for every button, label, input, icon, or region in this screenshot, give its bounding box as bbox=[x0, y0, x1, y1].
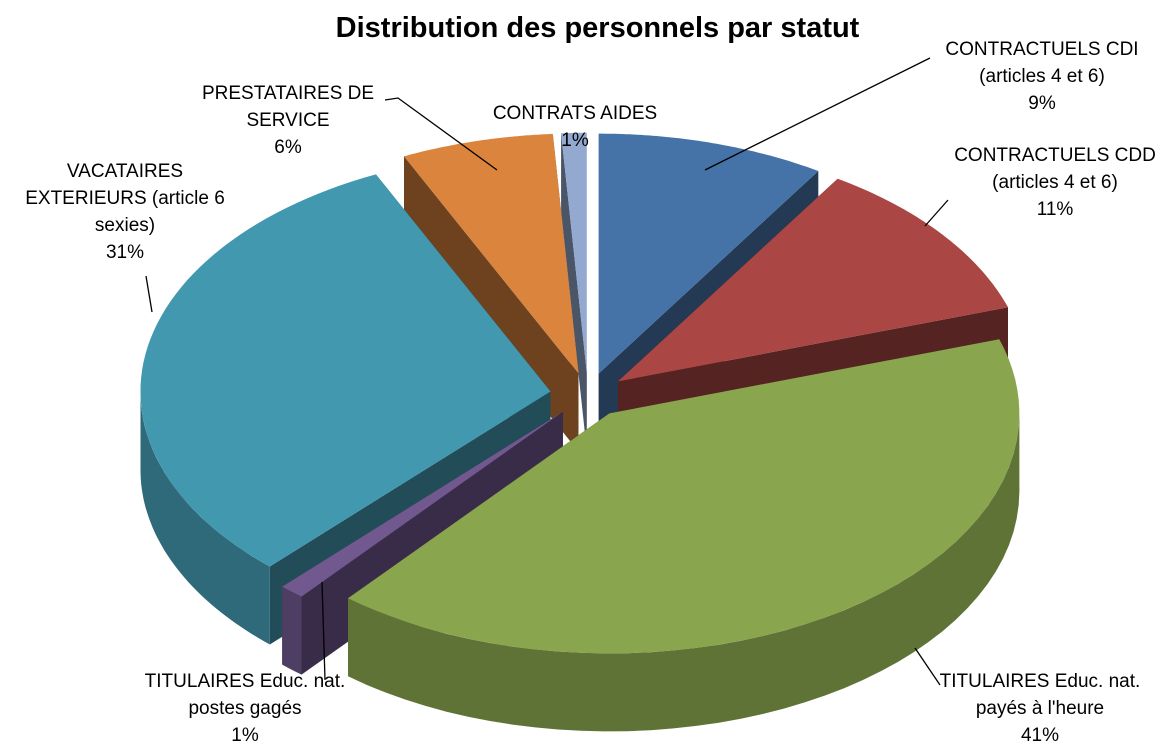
category-label: VACATAIRES EXTERIEURS (article 6 sexies) bbox=[25, 161, 225, 236]
slice bbox=[282, 411, 563, 597]
chart-title: Distribution des personnels par statut bbox=[335, 12, 860, 44]
slice bbox=[598, 133, 819, 374]
slice-wall bbox=[561, 133, 587, 451]
slice-side bbox=[282, 586, 302, 675]
category-label: TITULAIRES Educ. nat. postes gagés bbox=[144, 671, 346, 719]
category-label: CONTRATS AIDES bbox=[492, 103, 658, 124]
slice bbox=[404, 133, 579, 374]
leader-line bbox=[384, 97, 498, 171]
data-label: CONTRATS AIDES 1% bbox=[490, 100, 660, 154]
leader-line bbox=[145, 275, 153, 313]
data-label: TITULAIRES Educ. nat. payés à l'heure 41% bbox=[925, 668, 1155, 749]
slice-side bbox=[348, 413, 1020, 732]
data-label: CONTRACTUELS CDI (articles 4 et 6) 9% bbox=[927, 36, 1157, 117]
category-label: CONTRACTUELS CDD (articles 4 et 6) bbox=[954, 145, 1156, 193]
slice bbox=[348, 339, 1020, 654]
slice bbox=[561, 132, 587, 373]
leader-line bbox=[914, 647, 941, 686]
value-label: 1% bbox=[231, 725, 259, 746]
slice bbox=[140, 174, 551, 567]
slice bbox=[618, 178, 1008, 382]
category-label: PRESTATAIRES DE SERVICE bbox=[201, 83, 375, 131]
leader-line bbox=[704, 57, 931, 171]
value-label: 6% bbox=[274, 137, 302, 158]
data-label: TITULAIRES Educ. nat. postes gagés 1% bbox=[130, 668, 360, 749]
leader-line bbox=[924, 199, 949, 227]
data-label: CONTRACTUELS CDD (articles 4 et 6) 11% bbox=[940, 142, 1163, 223]
value-label: 11% bbox=[1036, 199, 1074, 220]
value-label: 1% bbox=[561, 130, 589, 151]
slice-side bbox=[140, 391, 270, 645]
value-label: 9% bbox=[1028, 93, 1056, 114]
data-label: PRESTATAIRES DE SERVICE 6% bbox=[183, 80, 393, 161]
leader-line bbox=[321, 581, 326, 681]
value-label: 41% bbox=[1020, 725, 1060, 746]
category-label: CONTRACTUELS CDI (articles 4 et 6) bbox=[945, 39, 1139, 87]
category-label: TITULAIRES Educ. nat. payés à l'heure bbox=[939, 671, 1141, 719]
data-label: VACATAIRES EXTERIEURS (article 6 sexies)… bbox=[18, 158, 233, 266]
value-label: 31% bbox=[105, 242, 145, 263]
